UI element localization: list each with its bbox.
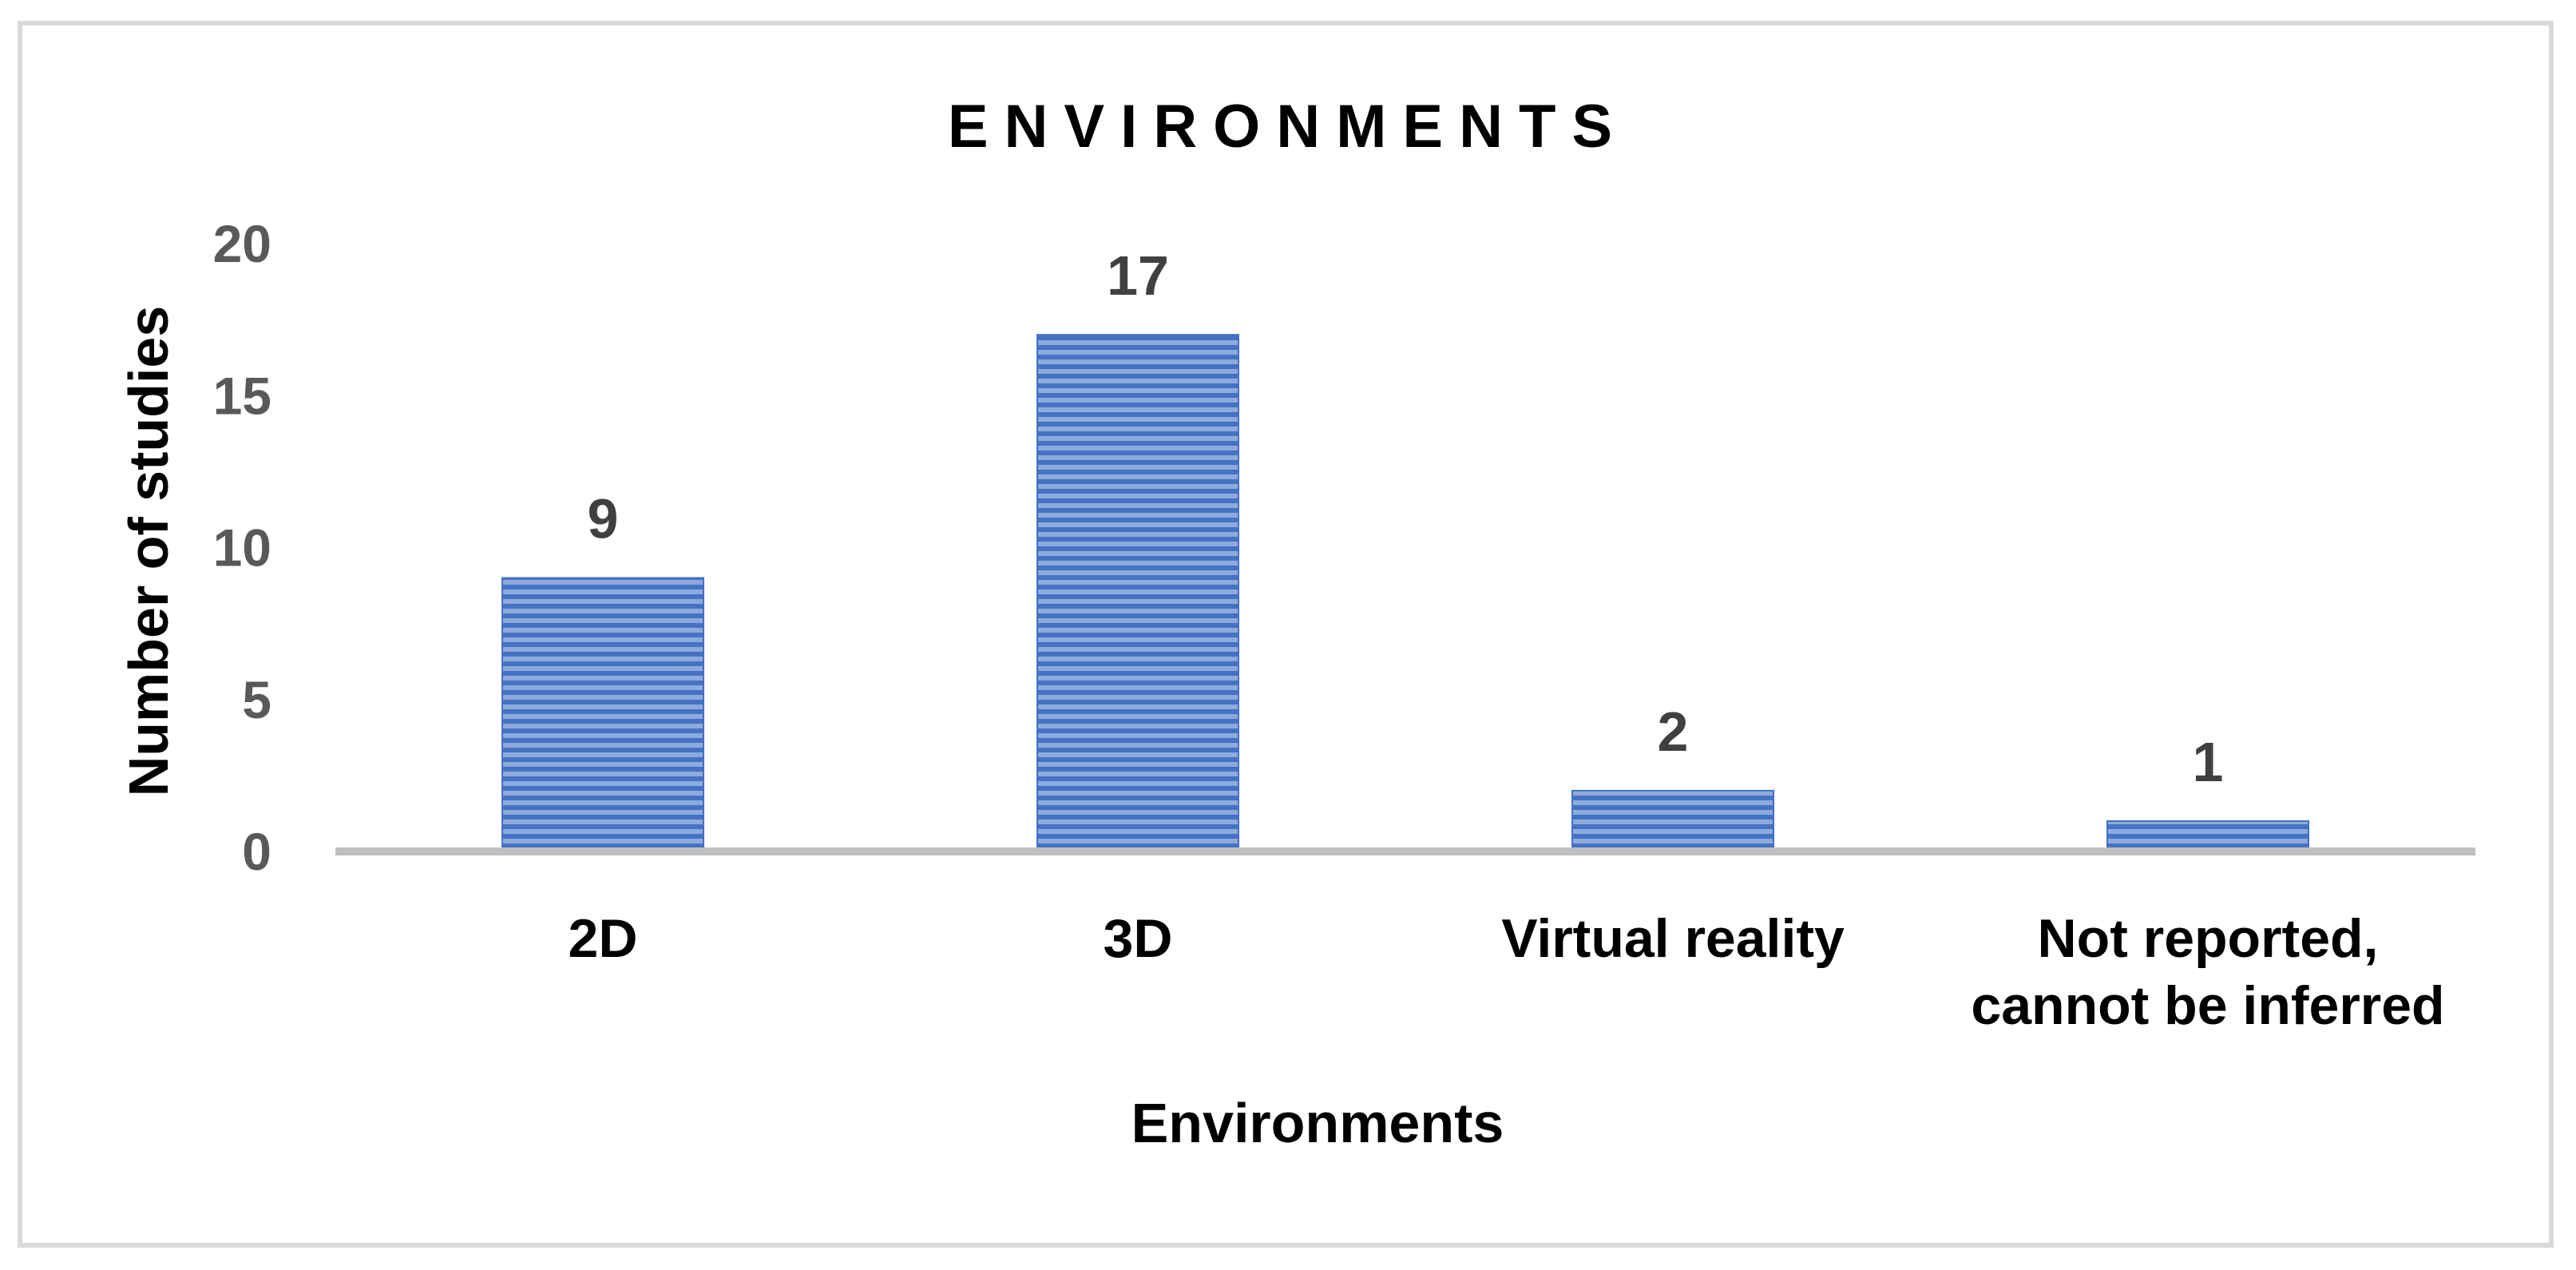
bar — [2106, 820, 2309, 852]
y-tick-label: 0 — [242, 822, 271, 881]
data-label: 1 — [2193, 731, 2224, 793]
bar — [1036, 334, 1239, 852]
chart-frame — [18, 21, 2554, 1248]
y-tick-label: 10 — [213, 518, 271, 577]
bar — [1571, 789, 1774, 853]
data-label: 9 — [588, 488, 619, 550]
y-tick-label: 20 — [213, 214, 271, 273]
data-label: 2 — [1658, 700, 1689, 763]
data-labels: 9 17 2 1 — [588, 244, 2224, 793]
x-axis-label: Environments — [1131, 1092, 1504, 1154]
y-tick-label: 5 — [242, 670, 271, 729]
y-axis-label: Number of studies — [117, 306, 180, 797]
y-axis-ticks: 0 5 10 15 20 — [213, 214, 271, 881]
data-label: 17 — [1107, 244, 1169, 307]
category-label: Virtual reality — [1501, 908, 1845, 969]
chart-title: ENVIRONMENTS — [948, 93, 1628, 161]
bar — [501, 577, 704, 852]
bars — [501, 334, 2309, 853]
category-label: 2D — [569, 908, 638, 969]
category-label: Not reported, cannot be inferred — [1971, 908, 2444, 1036]
y-tick-label: 15 — [213, 366, 271, 425]
x-axis-category-labels: 2D 3D Virtual reality Not reported, cannot b… — [569, 908, 2445, 1036]
category-label: 3D — [1104, 908, 1173, 969]
